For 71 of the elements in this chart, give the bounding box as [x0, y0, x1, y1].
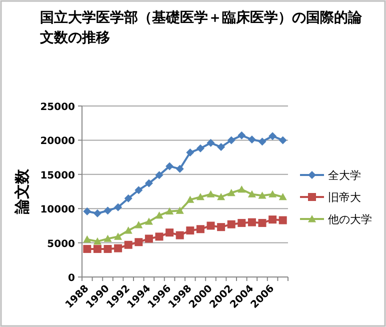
- point: [104, 206, 112, 215]
- point: [227, 220, 236, 228]
- point: [238, 185, 246, 193]
- point: [134, 221, 143, 228]
- y-tick-label: 0: [68, 273, 76, 284]
- legend-label: 全大学: [328, 169, 361, 182]
- point: [155, 232, 164, 241]
- point: [134, 238, 143, 246]
- point: [114, 203, 122, 212]
- point: [186, 196, 194, 203]
- y-tick-label: 5000: [47, 238, 76, 250]
- point: [176, 164, 184, 173]
- point: [93, 209, 102, 218]
- point: [114, 244, 122, 252]
- y-axis-title: 論文数: [13, 168, 31, 215]
- point: [176, 231, 184, 240]
- point: [166, 207, 174, 215]
- point: [206, 222, 215, 230]
- y-tick-label: 10000: [40, 204, 76, 216]
- point: [227, 136, 236, 144]
- point: [186, 148, 194, 157]
- point: [217, 143, 226, 152]
- point: [93, 244, 102, 253]
- point: [268, 190, 277, 198]
- point: [206, 138, 215, 147]
- point: [144, 234, 153, 243]
- point: [258, 138, 266, 146]
- point: [196, 225, 204, 234]
- point: [104, 244, 112, 253]
- y-tick-label: 25000: [40, 102, 76, 113]
- point: [166, 228, 174, 237]
- point: [114, 232, 122, 240]
- point: [124, 240, 132, 249]
- point: [278, 192, 287, 200]
- point: [238, 131, 246, 140]
- point: [217, 223, 226, 232]
- point: [196, 192, 204, 200]
- point: [248, 218, 256, 226]
- point: [176, 206, 184, 214]
- point: [155, 171, 164, 180]
- point: [248, 136, 256, 144]
- point: [124, 194, 132, 202]
- point: [144, 218, 153, 225]
- point: [166, 162, 174, 170]
- point: [83, 235, 92, 243]
- point: [217, 192, 226, 200]
- point: [227, 188, 236, 196]
- y-tick-label: 15000: [40, 170, 76, 182]
- y-tick-label: 20000: [40, 136, 76, 148]
- point: [206, 190, 215, 198]
- point: [268, 216, 277, 224]
- point: [124, 226, 132, 234]
- legend-label: 旧帝大: [328, 191, 361, 204]
- point: [258, 218, 266, 227]
- legend-label: 他の大学: [328, 213, 372, 226]
- point: [144, 179, 153, 188]
- point: [196, 144, 204, 152]
- point: [134, 186, 143, 194]
- point: [278, 216, 287, 224]
- point: [258, 192, 266, 199]
- point: [248, 190, 256, 198]
- point: [93, 237, 102, 245]
- point: [186, 226, 194, 234]
- point: [155, 211, 164, 219]
- chart-title: 国立大学医学部（基礎医学＋臨床医学）の国際的論文数の推移: [39, 9, 363, 46]
- point: [268, 132, 277, 140]
- point: [238, 218, 246, 227]
- point: [83, 207, 92, 216]
- point: [83, 244, 92, 253]
- point: [278, 136, 287, 144]
- point: [104, 234, 112, 242]
